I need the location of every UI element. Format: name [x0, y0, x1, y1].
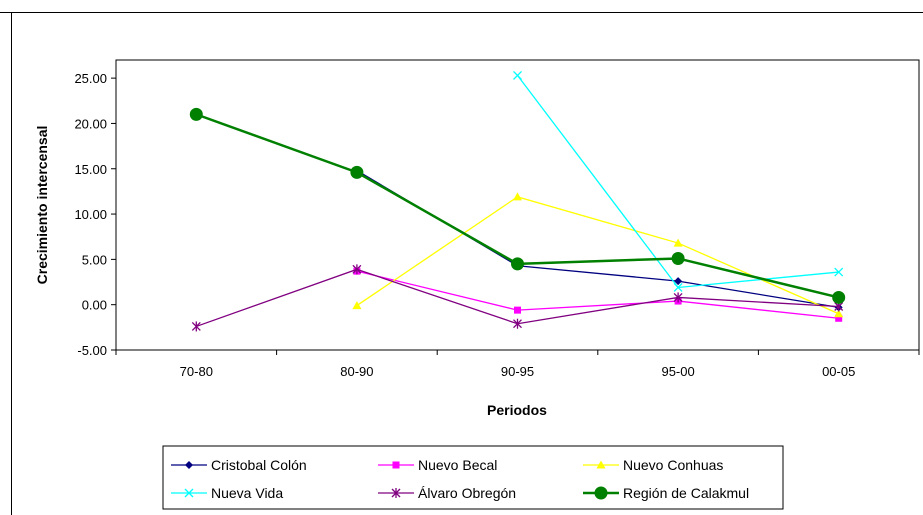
series-6-point: [832, 290, 846, 304]
series-2-point: [514, 306, 521, 314]
x-tick-label: 90-95: [501, 364, 534, 379]
y-tick-label: 20.00: [74, 116, 107, 131]
series-5-point: [673, 292, 683, 303]
y-tick-label: 15.00: [74, 162, 107, 177]
x-tick-label: 80-90: [340, 364, 373, 379]
series-4-point: [513, 70, 522, 80]
series-3-point: [834, 309, 844, 318]
legend-item-2-marker: [392, 461, 400, 469]
series-4-point-stroke: [513, 70, 522, 80]
legend-item-4: Nueva Vida: [171, 485, 283, 501]
series-4-point: [673, 283, 683, 292]
legend-item-1: Cristobal Colón: [171, 457, 307, 473]
series-2-line: [356, 270, 839, 319]
x-tick-label: 70-80: [180, 364, 213, 379]
series-1-point: [674, 277, 683, 286]
chart-frame-top-border: [0, 12, 923, 13]
legend-item-2: Nuevo Becal: [378, 457, 497, 473]
legend-item-6-marker: [594, 486, 608, 500]
y-tick-label: 5.00: [82, 252, 107, 267]
legend-item-5-label: Álvaro Obregón: [418, 485, 516, 501]
plot-area: [115, 59, 920, 351]
series-6-point: [350, 165, 364, 179]
y-tick-label: 0.00: [82, 298, 107, 313]
series-4-point-stroke: [834, 267, 844, 277]
series-5-point: [191, 321, 201, 332]
series-6-point: [189, 107, 203, 121]
legend-item-2-label: Nuevo Becal: [418, 457, 497, 473]
legend-item-3-label: Nuevo Conhuas: [623, 457, 723, 473]
legend-item-4-label: Nueva Vida: [211, 485, 283, 501]
legend-item-3: Nuevo Conhuas: [583, 457, 723, 473]
legend-item-3-marker: [596, 460, 606, 469]
series-6-point: [511, 257, 524, 271]
series-6-point: [671, 251, 685, 265]
y-tick-label: 10.00: [74, 207, 107, 222]
chart-frame-left-border: [11, 12, 12, 515]
y-tick-label: 25.00: [74, 71, 107, 86]
series-2-point: [835, 314, 843, 322]
x-tick-label: 00-05: [822, 364, 855, 379]
y-axis-title: Crecimiento intercensal: [34, 126, 50, 285]
x-axis-title: Periodos: [487, 402, 547, 418]
series-3-point: [513, 192, 522, 201]
series-3-point: [352, 301, 362, 310]
legend-item-4-marker: [184, 488, 194, 498]
series-5-point: [513, 318, 522, 329]
legend-item-5-marker: [391, 488, 401, 498]
legend-item-1-marker: [185, 461, 193, 469]
y-tick-label: -5.00: [77, 343, 107, 358]
series-4-point-stroke: [673, 283, 683, 292]
series-3-point: [673, 238, 683, 247]
legend-box: [162, 445, 784, 510]
legend-item-4-marker-stroke: [184, 488, 194, 498]
legend-item-6-label: Región de Calakmul: [623, 485, 749, 501]
legend-item-5: Álvaro Obregón: [378, 485, 516, 501]
legend-item-1-label: Cristobal Colón: [211, 457, 307, 473]
series-5-point: [352, 264, 362, 275]
x-tick-label: 95-00: [661, 364, 694, 379]
legend-item-6: Región de Calakmul: [583, 485, 749, 501]
series-4-point: [834, 267, 844, 277]
